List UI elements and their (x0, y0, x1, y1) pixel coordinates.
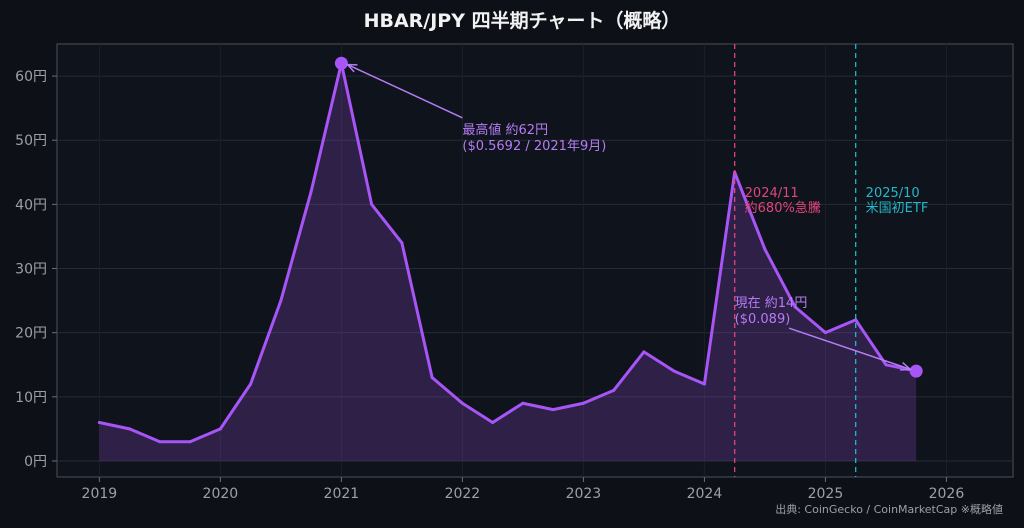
data-point (97, 420, 101, 424)
annotation-arrowhead (900, 362, 912, 371)
data-point (249, 382, 253, 386)
data-point (642, 350, 646, 354)
grid-layer (57, 44, 1013, 477)
x-tick-label: 2020 (203, 486, 239, 502)
annotation-arrowhead (345, 63, 358, 73)
event-label: 2025/10 (866, 186, 920, 201)
y-tick-label: 40円 (15, 197, 47, 213)
data-point (430, 376, 434, 380)
data-point (279, 299, 283, 303)
y-tick-label: 30円 (15, 262, 47, 278)
data-point (884, 363, 888, 367)
annotation-arrow (347, 63, 463, 119)
annotation-layer: 最高値 約62円($0.5692 / 2021年9月) 現在 約14円($0.08… (334, 56, 923, 378)
data-point (158, 440, 162, 444)
data-point (763, 247, 767, 251)
y-tick-label: 0円 (24, 454, 47, 470)
data-point (218, 427, 222, 431)
data-point (400, 241, 404, 245)
data-point (370, 202, 374, 206)
source-note: 出典: CoinGecko / CoinMarketCap ※概略値 (775, 502, 1003, 516)
data-point (460, 401, 464, 405)
x-tick-label: 2023 (566, 486, 602, 502)
x-tick-label: 2021 (324, 486, 360, 502)
data-point (309, 190, 313, 194)
data-point (612, 388, 616, 392)
event-label: 約680%急騰 (745, 200, 821, 216)
data-point (702, 382, 706, 386)
annotation-text: ($0.5692 / 2021年9月) (462, 139, 606, 154)
data-point (491, 420, 495, 424)
chart-title: HBAR/JPY 四半期チャート（概略） (364, 9, 681, 32)
data-point (672, 369, 676, 373)
axis-layer: 0円 10円 20円 30円 40円 50円 60円 2019 2020 2021 2022 2023… (15, 69, 964, 502)
annotation-text: 現在 約14円 (735, 296, 808, 311)
data-point (188, 440, 192, 444)
series-area-fill (99, 63, 917, 461)
data-point (128, 427, 132, 431)
series-line (97, 61, 918, 444)
highlight-marker (334, 56, 348, 70)
annotation-arrow (788, 327, 911, 370)
event-label: 2024/11 (745, 186, 799, 201)
data-point (793, 305, 797, 309)
y-tick-label: 60円 (15, 69, 47, 85)
x-tick-label: 2025 (808, 486, 844, 502)
x-tick-label: 2026 (929, 486, 965, 502)
x-tick-label: 2022 (445, 486, 481, 502)
y-tick-label: 10円 (15, 390, 47, 406)
y-tick-label: 50円 (15, 133, 47, 149)
data-point (581, 401, 585, 405)
data-point (521, 401, 525, 405)
data-point (823, 331, 827, 335)
annotation-text: 最高値 約62円 (462, 122, 548, 138)
data-point (551, 408, 555, 412)
y-tick-label: 20円 (15, 326, 47, 342)
event-label: 米国初ETF (866, 201, 929, 216)
data-point (854, 318, 858, 322)
annotation-text: ($0.089) (735, 312, 791, 327)
x-tick-label: 2019 (82, 486, 118, 502)
x-tick-label: 2024 (687, 486, 723, 502)
highlight-marker (909, 364, 923, 378)
